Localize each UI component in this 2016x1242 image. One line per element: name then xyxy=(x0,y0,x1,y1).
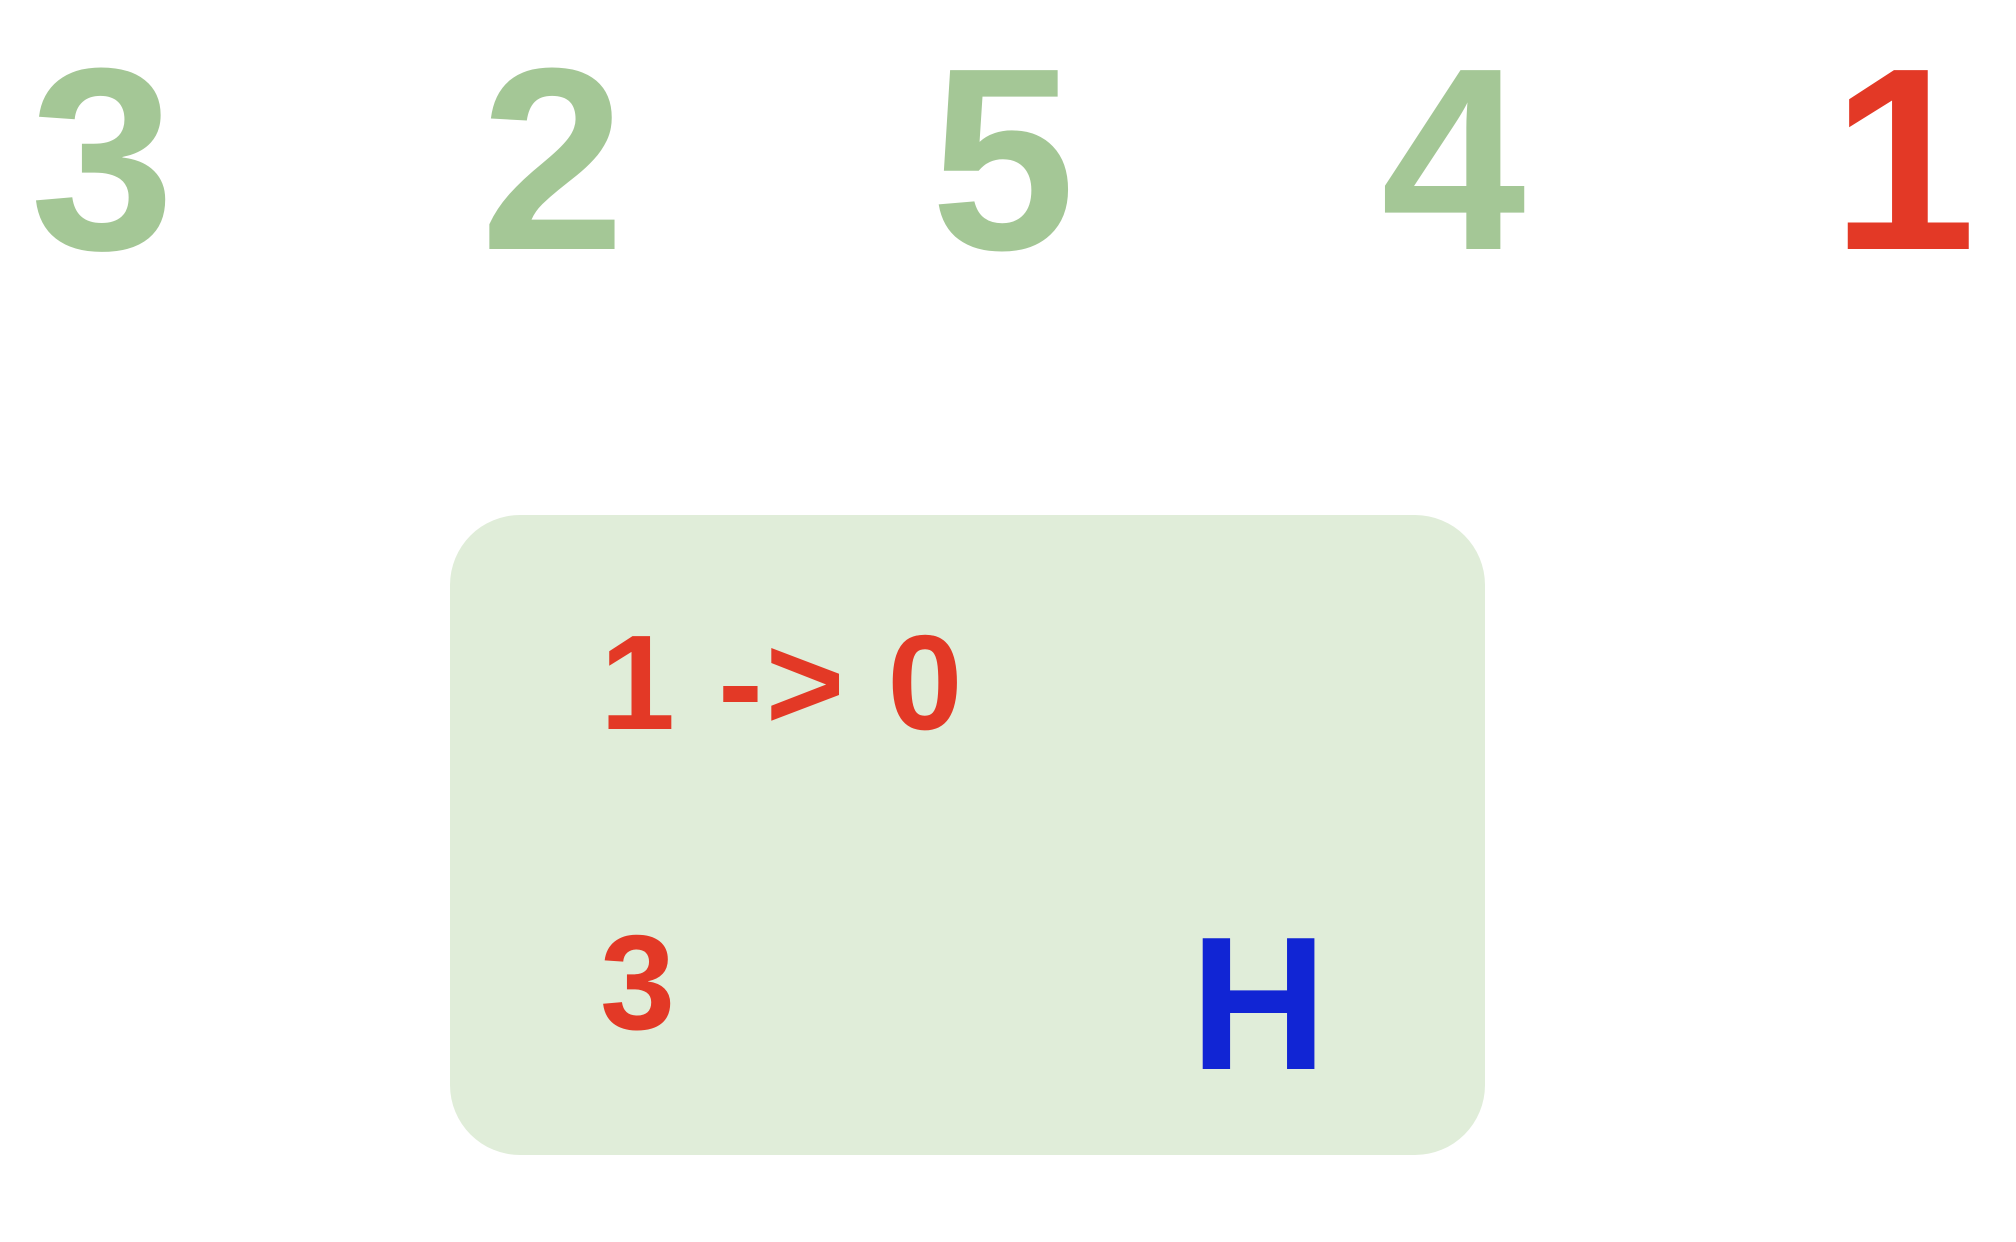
seq-number-3: 4 xyxy=(1381,30,1526,290)
memory-box: 1 -> 0 3 H xyxy=(450,515,1485,1155)
mapping-line: 1 -> 0 xyxy=(600,605,965,760)
seq-number-1: 2 xyxy=(480,30,625,290)
seq-number-4-current: 1 xyxy=(1831,30,1976,290)
number-row: 3 2 5 4 1 xyxy=(0,30,2016,290)
value-number: 3 xyxy=(600,905,675,1060)
h-label: H xyxy=(1190,895,1327,1113)
seq-number-0: 3 xyxy=(30,30,175,290)
seq-number-2: 5 xyxy=(931,30,1076,290)
